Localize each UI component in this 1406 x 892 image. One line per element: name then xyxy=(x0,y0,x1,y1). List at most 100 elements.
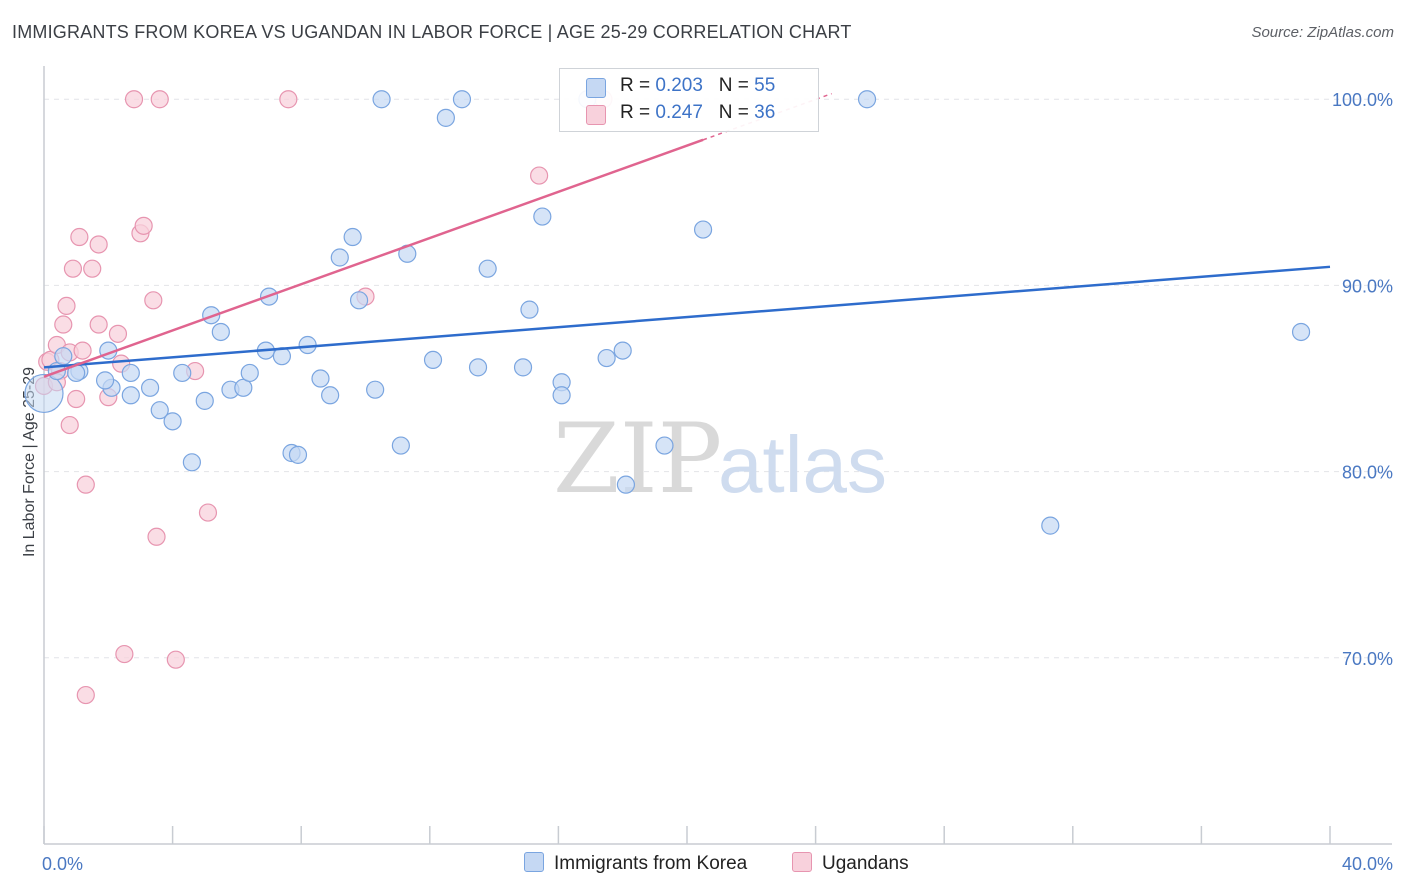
watermark-zip: ZIP xyxy=(553,403,722,515)
korea-point xyxy=(121,386,140,405)
korea-point xyxy=(95,371,115,390)
uganda-n-label: N = xyxy=(718,102,755,123)
korea-point xyxy=(288,445,308,464)
korea-point xyxy=(478,259,497,278)
y-tick-label-100: 100.0% xyxy=(1332,90,1393,110)
bottom-korea-swatch xyxy=(524,852,544,872)
watermark: ZIP atlas xyxy=(553,403,887,515)
bottom-uganda-swatch xyxy=(792,852,812,872)
uganda-r-value: 0.247 xyxy=(655,102,703,123)
uganda-r-label: R = xyxy=(620,102,656,123)
tick-labels: 70.0% 80.0% 90.0% 100.0% 0.0% 40.0% xyxy=(42,90,1393,874)
uganda-point xyxy=(67,389,86,409)
uganda-point xyxy=(70,227,89,247)
bottom-legend-korea: Immigrants from Korea xyxy=(524,852,747,875)
korea-n-label: N = xyxy=(718,75,755,96)
uganda-point xyxy=(144,291,163,310)
korea-point xyxy=(24,373,64,414)
uganda-point xyxy=(76,685,95,705)
uganda-point xyxy=(63,259,83,278)
uganda-point xyxy=(134,216,153,235)
korea-point xyxy=(349,291,369,310)
legend-uganda-text: R = 0.247 N = 36 xyxy=(620,102,775,124)
uganda-point xyxy=(198,503,218,522)
korea-point xyxy=(693,220,713,239)
source-credit: Source: ZipAtlas.com xyxy=(1251,24,1394,41)
x-tick-label-0: 0.0% xyxy=(42,854,83,874)
korea-swatch xyxy=(586,78,606,98)
legend-korea-text: R = 0.203 N = 55 xyxy=(620,75,775,97)
korea-point xyxy=(513,358,533,377)
korea-point xyxy=(552,386,571,405)
korea-point xyxy=(150,401,169,420)
korea-point xyxy=(211,322,230,342)
korea-point xyxy=(423,350,443,370)
uganda-swatch xyxy=(586,105,606,125)
uganda-n-value: 36 xyxy=(754,102,776,123)
korea-r-value: 0.203 xyxy=(655,75,703,96)
korea-point xyxy=(54,347,73,366)
bottom-legend-uganda: Ugandans xyxy=(792,852,909,875)
gridlines xyxy=(44,98,1392,659)
korea-n-value: 55 xyxy=(754,75,776,96)
bottom-uganda-label: Ugandans xyxy=(822,853,909,874)
uganda-point xyxy=(150,90,169,109)
korea-point xyxy=(202,306,221,325)
uganda-point xyxy=(89,235,108,254)
uganda-point xyxy=(89,315,108,334)
korea-point xyxy=(195,391,214,410)
y-tick-label-90: 90.0% xyxy=(1342,276,1393,296)
korea-point xyxy=(343,227,362,247)
uganda-trend-line xyxy=(43,138,704,378)
uganda-point xyxy=(530,166,549,185)
korea-point xyxy=(163,412,182,431)
korea-point xyxy=(311,369,330,388)
korea-point xyxy=(298,335,317,355)
korea-point xyxy=(1291,322,1311,342)
korea-point xyxy=(436,108,455,127)
korea-point xyxy=(372,90,391,109)
korea-point xyxy=(857,90,877,109)
uganda-point xyxy=(166,650,185,669)
korea-point xyxy=(655,436,674,455)
korea-point xyxy=(613,341,632,360)
uganda-point xyxy=(54,315,73,334)
korea-point xyxy=(1041,516,1060,535)
korea-point xyxy=(366,380,385,399)
korea-point xyxy=(182,453,201,472)
korea-point xyxy=(173,363,192,383)
uganda-point xyxy=(108,324,128,343)
korea-point xyxy=(616,475,636,494)
uganda-point xyxy=(115,644,134,664)
korea-point xyxy=(330,248,349,267)
uganda-point xyxy=(60,415,79,435)
uganda-point xyxy=(279,90,298,109)
korea-point xyxy=(121,363,140,383)
korea-point xyxy=(140,378,160,397)
korea-point xyxy=(321,386,340,405)
y-tick-label-70: 70.0% xyxy=(1342,649,1393,669)
uganda-point xyxy=(57,296,76,316)
korea-point xyxy=(391,436,410,455)
korea-point xyxy=(520,300,539,319)
x-tick-label-40: 40.0% xyxy=(1342,854,1393,874)
uganda-point xyxy=(147,527,166,546)
trend-lines xyxy=(43,92,1331,378)
korea-point xyxy=(240,363,259,383)
korea-trend-line xyxy=(43,265,1331,369)
korea-point xyxy=(597,348,616,368)
watermark-atlas: atlas xyxy=(718,420,887,509)
korea-r-label: R = xyxy=(620,75,656,96)
uganda-point xyxy=(83,259,102,278)
korea-point xyxy=(452,90,472,109)
y-axis-label: In Labor Force | Age 25-29 xyxy=(21,367,38,557)
korea-point xyxy=(468,358,488,377)
uganda-point xyxy=(76,475,95,494)
korea-point xyxy=(533,207,552,226)
uganda-point xyxy=(73,341,92,360)
stats-legend: R = 0.203 N = 55 R = 0.247 N = 36 xyxy=(559,68,819,132)
chart-title: IMMIGRANTS FROM KOREA VS UGANDAN IN LABO… xyxy=(12,22,852,42)
bottom-korea-label: Immigrants from Korea xyxy=(554,853,748,874)
y-tick-label-80: 80.0% xyxy=(1342,463,1393,483)
